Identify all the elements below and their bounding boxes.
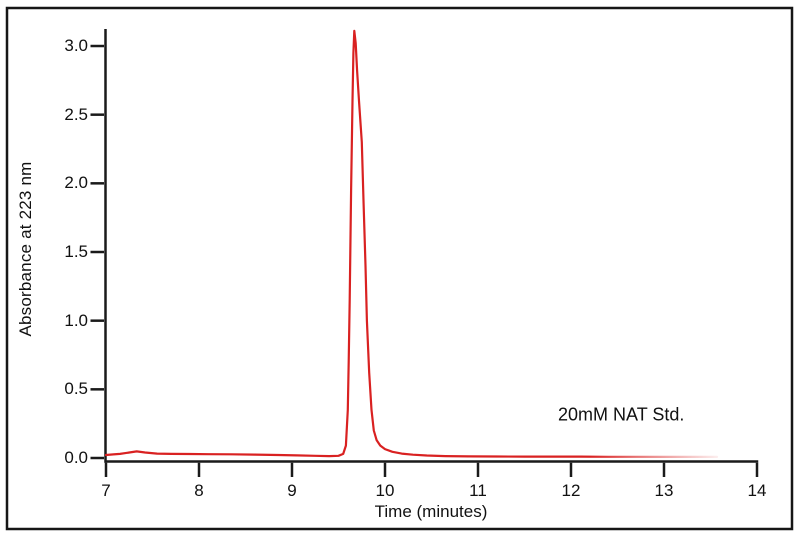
x-tick-label-7: 7 <box>101 481 111 500</box>
x-tick-label-10: 10 <box>375 481 395 500</box>
x-tick-label-13: 13 <box>654 481 674 500</box>
y-tick-label-3.0: 3.0 <box>64 36 88 55</box>
figure-border <box>5 6 794 531</box>
y-tick-label-1.0: 1.0 <box>64 310 88 330</box>
y-tick-label-2.5: 2.5 <box>64 104 88 124</box>
y-tick-label-2.0: 2.0 <box>64 173 88 193</box>
y-tick-label-0.5: 0.5 <box>64 379 88 399</box>
sample-annotation: 20mM NAT Std. <box>558 404 685 425</box>
x-axis-title: Time (minutes) <box>374 502 488 521</box>
x-tick-label-12: 12 <box>561 481 581 500</box>
y-axis-title: Absorbance at 223 nm <box>16 161 35 337</box>
y-tick-label-1.5: 1.5 <box>64 242 88 261</box>
x-tick-label-14: 14 <box>747 481 767 500</box>
x-tick-label-11: 11 <box>469 481 487 500</box>
chromatogram-trace <box>104 29 719 458</box>
y-tick-label-0.0: 0.0 <box>64 448 88 467</box>
x-tick-label-8: 8 <box>194 481 204 500</box>
x-tick-label-9: 9 <box>287 481 297 500</box>
